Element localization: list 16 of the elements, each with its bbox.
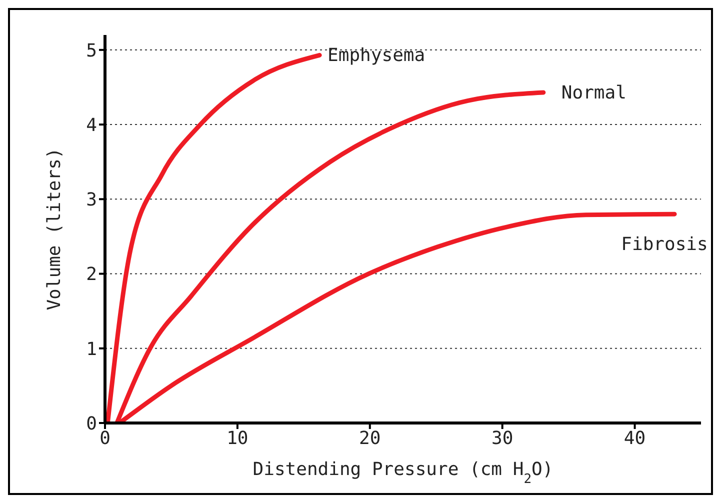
y-axis-title: Volume (liters): [44, 148, 65, 310]
y-tick-label: 2: [86, 264, 97, 286]
y-tick-label: 0: [86, 413, 97, 434]
x-tick-label: 30: [491, 428, 514, 449]
y-tick-label: 1: [86, 338, 97, 360]
series-label: Fibrosis: [621, 234, 708, 256]
series-label: Normal: [561, 82, 626, 104]
x-axis-title: Distending Pressure (cm H$_{2}$O): [252, 459, 554, 486]
x-tick-label: 20: [359, 428, 381, 449]
y-tick-label: 3: [86, 190, 97, 211]
x-tick-label: 40: [624, 428, 646, 449]
series-label: Emphysema: [328, 45, 426, 66]
x-tick-label: 10: [226, 428, 248, 449]
y-tick-label: 5: [86, 40, 97, 62]
y-tick-label: 4: [86, 114, 97, 136]
x-tick-label: 0: [100, 428, 110, 449]
